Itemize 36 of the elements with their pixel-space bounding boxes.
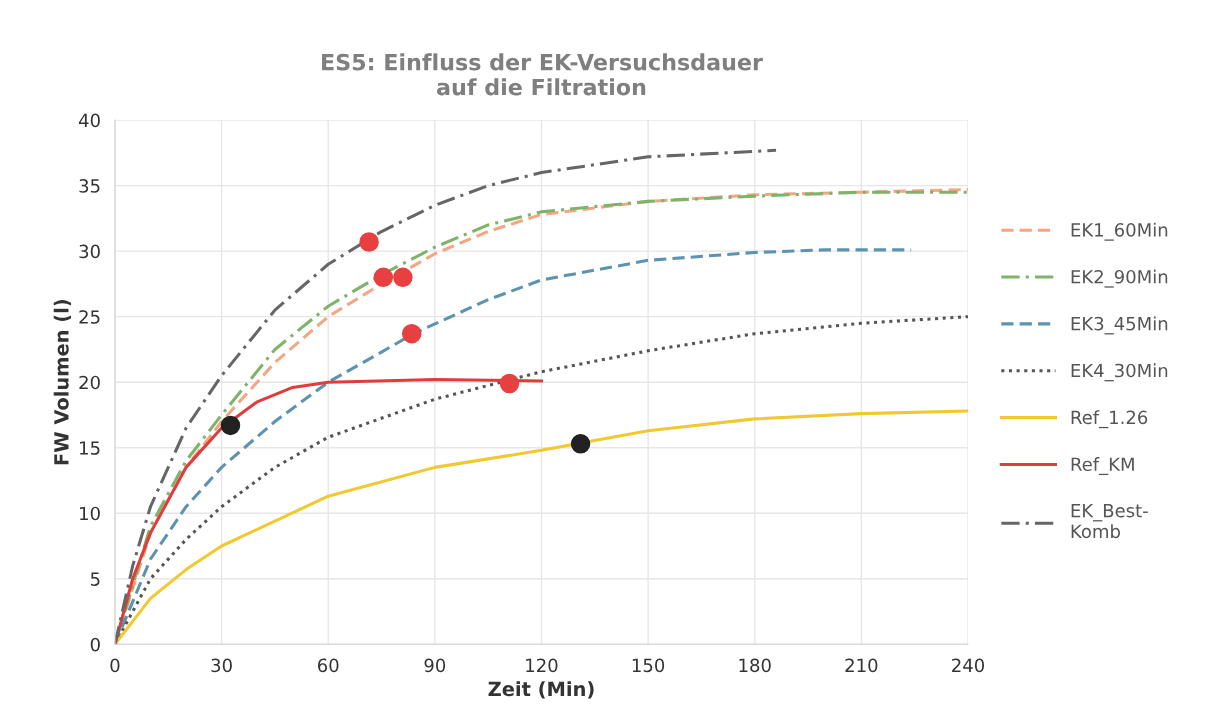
chart-title: ES5: Einfluss der EK-Versuchsdauer auf die Filtration bbox=[322, 53, 763, 96]
point bbox=[359, 232, 379, 252]
x-tick-label: 60 bbox=[317, 658, 339, 673]
y-tick-label: 15 bbox=[80, 441, 100, 455]
x-tick-label: 150 bbox=[632, 658, 665, 673]
point bbox=[373, 267, 394, 288]
x-tick-label: 0 bbox=[110, 658, 120, 673]
legend-label: EK3_45Min bbox=[1071, 316, 1168, 335]
y-tick-label: 20 bbox=[79, 375, 100, 390]
legend-label: EK1_60Min bbox=[1071, 222, 1168, 241]
point bbox=[499, 373, 520, 394]
y-tick-label: 40 bbox=[78, 113, 100, 128]
x-tick-label: 120 bbox=[526, 658, 558, 673]
legend-label: EK2_90Min bbox=[1071, 269, 1168, 288]
legend-label: EK4_30Min bbox=[1071, 363, 1168, 382]
y-tick-label: 10 bbox=[80, 506, 100, 521]
x-tick-label: 180 bbox=[739, 658, 771, 673]
x-tick-label: 90 bbox=[424, 658, 446, 673]
legend-label: Ref_KM bbox=[1071, 457, 1134, 476]
y-axis-title: FW Volumen (l) bbox=[53, 299, 72, 465]
point bbox=[570, 434, 591, 454]
x-tick-label: 210 bbox=[845, 658, 878, 673]
x-tick-label: 240 bbox=[952, 658, 985, 673]
y-tick-label: 5 bbox=[90, 572, 100, 586]
point bbox=[220, 415, 241, 436]
legend-label: EK_Best- Komb bbox=[1071, 504, 1148, 539]
y-tick-label: 30 bbox=[79, 244, 100, 259]
y-tick-label: 0 bbox=[90, 637, 100, 652]
point bbox=[393, 267, 413, 288]
legend-label: Ref_1.26 bbox=[1071, 410, 1148, 429]
line-series bbox=[114, 148, 778, 645]
y-tick-label: 25 bbox=[79, 310, 100, 324]
y-tick-label: 35 bbox=[79, 179, 100, 193]
x-axis-title: Zeit (Min) bbox=[488, 681, 594, 699]
point bbox=[401, 323, 422, 344]
x-tick-label: 30 bbox=[211, 658, 232, 673]
